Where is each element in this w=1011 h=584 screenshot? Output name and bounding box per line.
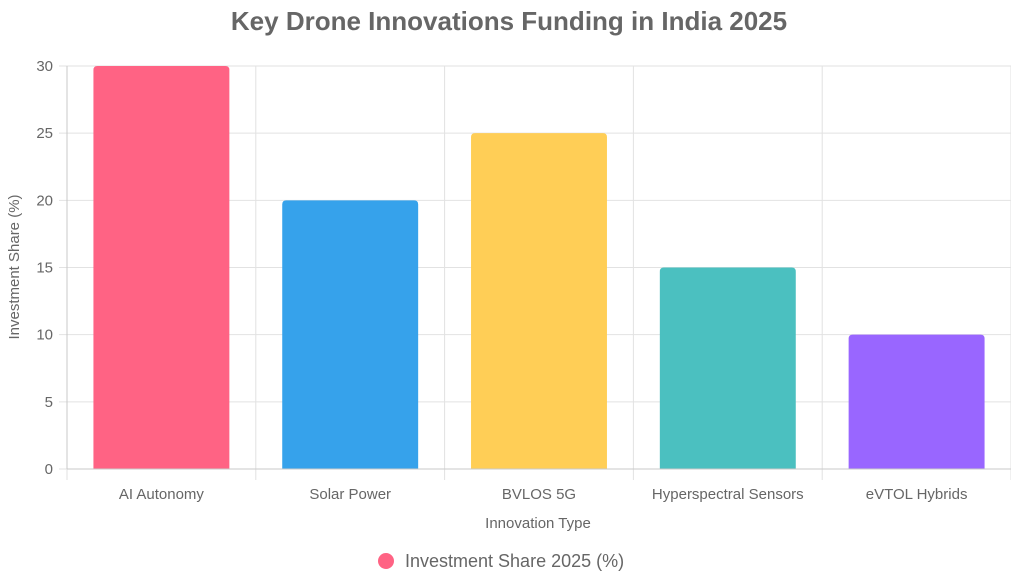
y-tick-label: 0 — [45, 461, 53, 478]
y-tick-label: 30 — [36, 58, 53, 75]
bars — [93, 66, 985, 470]
x-tick-label: BVLOS 5G — [502, 486, 576, 503]
x-tick-label: Solar Power — [309, 486, 391, 503]
bar[interactable] — [282, 200, 419, 470]
y-tick-label: 25 — [36, 125, 53, 142]
bar[interactable] — [471, 133, 607, 469]
x-tick-label: AI Autonomy — [119, 486, 205, 503]
legend[interactable]: Investment Share 2025 (%) — [378, 551, 624, 571]
x-tick-labels: AI Autonomy Solar Power BVLOS 5G Hyperspect… — [119, 486, 968, 503]
x-tick-label: Hyperspectral Sensors — [652, 486, 804, 503]
chart-title: Key Drone Innovations Funding in India 2… — [231, 6, 787, 36]
axes — [66, 66, 1011, 470]
y-axis-title: Investment Share (%) — [6, 194, 23, 339]
x-axis-title: Innovation Type — [485, 515, 591, 532]
y-tick-label: 15 — [36, 260, 53, 277]
y-tick-label: 10 — [36, 327, 53, 344]
y-tick-label: 20 — [36, 192, 53, 209]
bar[interactable] — [93, 66, 230, 469]
bar[interactable] — [659, 267, 796, 470]
y-tick-label: 5 — [45, 394, 53, 411]
x-tick-label: eVTOL Hybrids — [866, 486, 968, 503]
legend-marker-icon — [378, 553, 394, 569]
legend-label[interactable]: Investment Share 2025 (%) — [405, 551, 624, 571]
bar[interactable] — [848, 334, 985, 469]
y-tick-labels: 0 5 10 15 20 25 30 — [36, 58, 53, 478]
